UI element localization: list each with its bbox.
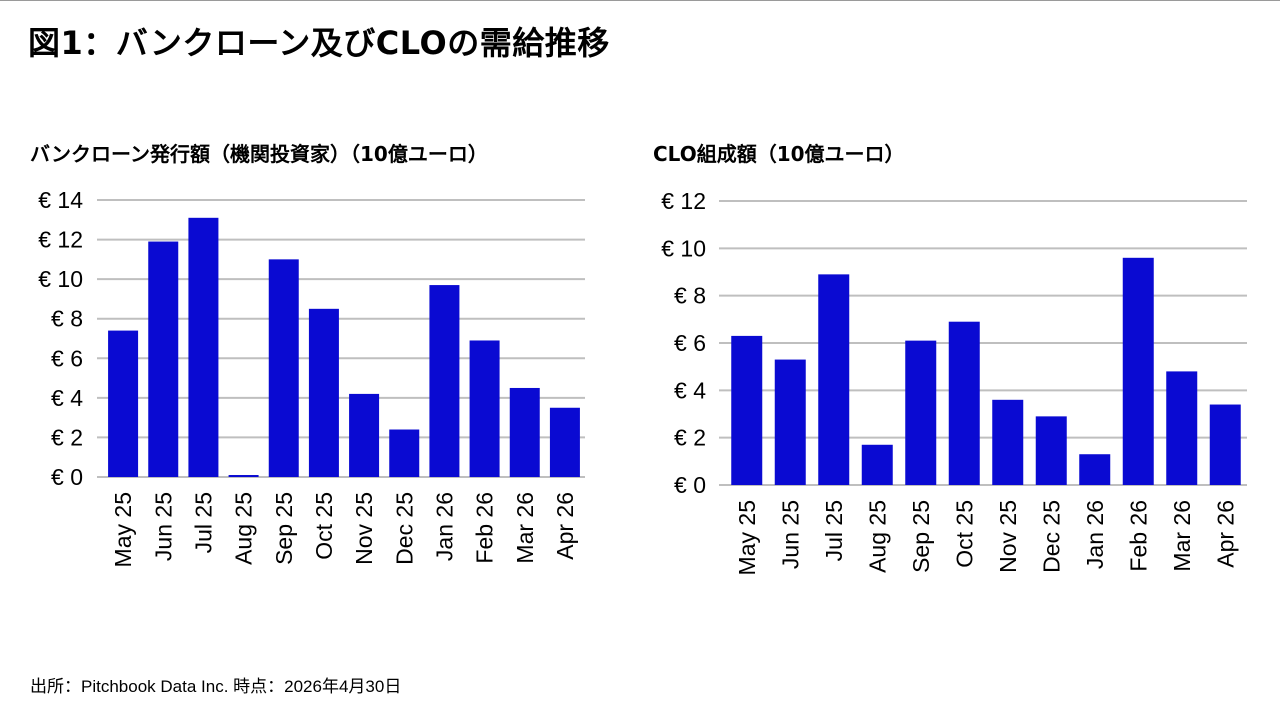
y-tick-label: € 6 xyxy=(674,330,706,356)
x-tick-label: Mar 26 xyxy=(512,492,538,564)
bar xyxy=(108,330,139,477)
y-tick-label: € 4 xyxy=(674,377,706,403)
y-tick-label: € 14 xyxy=(38,187,83,213)
x-tick-label: Jul 25 xyxy=(821,500,847,561)
y-tick-label: € 2 xyxy=(51,424,83,450)
y-tick-label: € 0 xyxy=(51,464,83,490)
bar xyxy=(429,285,460,477)
x-tick-label: Nov 25 xyxy=(351,492,377,565)
bar xyxy=(1035,416,1067,485)
x-tick-label: May 25 xyxy=(734,500,760,575)
bar xyxy=(188,217,219,478)
x-tick-label: Aug 25 xyxy=(864,500,890,573)
bar xyxy=(1166,371,1198,485)
y-tick-label: € 8 xyxy=(674,283,706,309)
top-divider xyxy=(0,0,1280,1)
source-note: 出所：Pitchbook Data Inc. 時点：2026年4月30日 xyxy=(30,677,402,696)
bar xyxy=(308,308,339,477)
x-tick-label: Jul 25 xyxy=(190,492,216,553)
bar xyxy=(1122,257,1154,485)
bar xyxy=(1079,454,1111,485)
bar xyxy=(469,340,500,477)
bank-loan-issuance-chart: € 0 € 2 € 4 € 6 € 8 € 10 € 12 € 14 May 25 Jun 25 J… xyxy=(38,187,585,567)
x-tick-label: Feb 26 xyxy=(472,492,498,564)
y-tick-label: € 2 xyxy=(674,425,706,451)
x-tick-label: Jun 25 xyxy=(777,500,803,569)
bar xyxy=(905,340,937,485)
bar xyxy=(228,475,259,477)
bar xyxy=(389,429,420,477)
y-tick-label: € 4 xyxy=(51,385,83,411)
chart-title-clo: CLO組成額（10億ユーロ） xyxy=(653,142,905,166)
bar xyxy=(731,335,763,485)
x-tick-label: Nov 25 xyxy=(995,500,1021,573)
page-title: 図1：バンクローン及びCLOの需給推移 xyxy=(28,24,610,62)
x-tick-label: Oct 25 xyxy=(311,492,337,560)
x-tick-label: Jan 26 xyxy=(1082,500,1108,569)
y-tick-label: € 10 xyxy=(38,266,83,292)
y-tick-label: € 12 xyxy=(661,188,706,214)
bar xyxy=(861,444,893,485)
bar xyxy=(509,387,540,477)
y-tick-label: € 8 xyxy=(51,306,83,332)
bar xyxy=(1209,404,1241,485)
bar xyxy=(774,359,806,485)
x-tick-label: Aug 25 xyxy=(231,492,257,565)
x-tick-label: Sep 25 xyxy=(908,500,934,573)
y-tick-label: € 10 xyxy=(661,235,706,261)
bar xyxy=(549,407,580,477)
bar xyxy=(818,274,850,485)
y-tick-label: € 0 xyxy=(674,472,706,498)
x-tick-label: Mar 26 xyxy=(1169,500,1195,572)
x-tick-label: Jun 25 xyxy=(150,492,176,561)
x-tick-label: Dec 25 xyxy=(391,492,417,565)
x-tick-label: Apr 26 xyxy=(552,492,578,560)
x-tick-label: May 25 xyxy=(110,492,136,567)
bar xyxy=(349,393,380,477)
x-tick-label: Apr 26 xyxy=(1212,500,1238,568)
y-tick-label: € 12 xyxy=(38,227,83,253)
bar xyxy=(992,399,1024,485)
x-tick-label: Oct 25 xyxy=(951,500,977,568)
x-tick-label: Feb 26 xyxy=(1125,500,1151,572)
bar xyxy=(948,321,980,485)
chart-title-bank-loan: バンクローン発行額（機関投資家）（10億ユーロ） xyxy=(30,142,488,166)
bar xyxy=(148,241,179,477)
bar xyxy=(268,259,299,477)
clo-issuance-chart: € 0 € 2 € 4 € 6 € 8 € 10 € 12 May 25 Jun 25 Jul 2… xyxy=(661,188,1247,575)
x-tick-label: Jan 26 xyxy=(431,492,457,561)
x-tick-label: Sep 25 xyxy=(271,492,297,565)
y-tick-label: € 6 xyxy=(51,345,83,371)
x-tick-label: Dec 25 xyxy=(1038,500,1064,573)
